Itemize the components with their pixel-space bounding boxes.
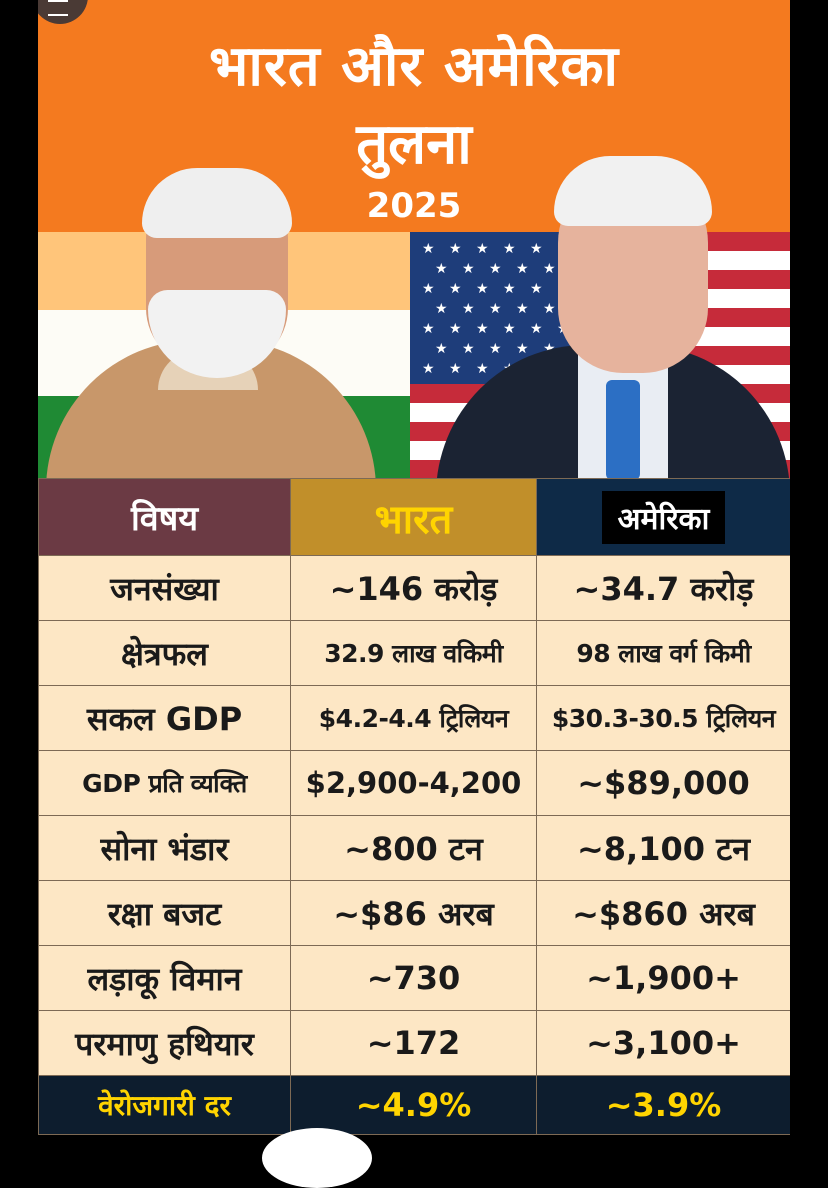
row-label: क्षेत्रफल [38,620,291,686]
star-icon: ★ [476,321,489,337]
year-label: 2025 [366,186,462,226]
star-icon: ★ [449,281,462,297]
star-icon: ★ [422,281,435,297]
star-icon: ★ [422,321,435,337]
menu-icon[interactable] [38,0,88,24]
india-value: ~730 [290,945,537,1011]
table-row: परमाणु हथियार ~172 ~3,100+ [38,1010,790,1076]
row-label: सकल GDP [38,685,291,751]
row-label: जनसंख्या [38,555,291,621]
star-icon: ★ [435,261,448,277]
india-value: $4.2-4.4 ट्रिलियन [290,685,537,751]
us-value: ~$89,000 [536,750,790,816]
india-value: ~146 करोड़ [290,555,537,621]
table-row: जनसंख्या ~146 करोड़ ~34.7 करोड़ [38,555,790,621]
table-row: सोना भंडार ~800 टन ~8,100 टन [38,815,790,881]
star-icon: ★ [422,241,435,257]
row-label: रक्षा बजट [38,880,291,946]
row-label: GDP प्रति व्यक्ति [38,750,291,816]
star-icon: ★ [435,301,448,317]
star-icon: ★ [462,341,475,357]
star-icon: ★ [503,321,516,337]
india-value: ~$86 अरब [290,880,537,946]
india-value: $2,900-4,200 [290,750,537,816]
star-icon: ★ [530,281,543,297]
title-line1: भारत और अमेरिका [208,34,620,99]
table-row: GDP प्रति व्यक्ति $2,900-4,200 ~$89,000 [38,750,790,816]
star-icon: ★ [449,361,462,377]
table-row: रक्षा बजट ~$86 अरब ~$860 अरब [38,880,790,946]
bottom-overlay [262,1128,372,1188]
table-row: लड़ाकू विमान ~730 ~1,900+ [38,945,790,1011]
us-value: $30.3-30.5 ट्रिलियन [536,685,790,751]
header-subject: विषय [38,478,291,556]
star-icon: ★ [516,301,529,317]
star-icon: ★ [516,341,529,357]
star-icon: ★ [435,341,448,357]
row-label: लड़ाकू विमान [38,945,291,1011]
star-icon: ★ [543,301,556,317]
star-icon: ★ [503,241,516,257]
star-icon: ★ [462,301,475,317]
row-label: वेरोजगारी दर [38,1075,291,1135]
india-value: ~800 टन [290,815,537,881]
star-icon: ★ [422,361,435,377]
header-us: अमेरिका [536,478,790,556]
us-value: ~3,100+ [536,1010,790,1076]
star-icon: ★ [530,241,543,257]
us-value: ~8,100 टन [536,815,790,881]
table-row-highlight: वेरोजगारी दर ~4.9% ~3.9% [38,1075,790,1135]
us-value: 98 लाख वर्ग किमी [536,620,790,686]
star-icon: ★ [543,261,556,277]
us-value: ~3.9% [536,1075,790,1135]
table-row: सकल GDP $4.2-4.4 ट्रिलियन $30.3-30.5 ट्र… [38,685,790,751]
star-icon: ★ [489,261,502,277]
us-value: ~1,900+ [536,945,790,1011]
star-icon: ★ [476,241,489,257]
india-value: ~172 [290,1010,537,1076]
infographic: भारत और अमेरिका तुलना ★ ★ ★ ★ ★ ★ ★ ★ ★ ★ ★ ★ ★ ★ ★ ★ ★ ★… [38,0,790,1142]
us-value: ~34.7 करोड़ [536,555,790,621]
star-icon: ★ [462,261,475,277]
star-icon: ★ [476,361,489,377]
star-icon: ★ [489,301,502,317]
star-icon: ★ [516,261,529,277]
india-value: 32.9 लाख वकिमी [290,620,537,686]
row-label: परमाणु हथियार [38,1010,291,1076]
us-value: ~$860 अरब [536,880,790,946]
header-india: भारत [290,478,537,556]
row-label: सोना भंडार [38,815,291,881]
comparison-table: विषय भारत अमेरिका जनसंख्या ~146 करोड़ ~3… [38,478,790,1135]
star-icon: ★ [489,341,502,357]
star-icon: ★ [449,321,462,337]
star-icon: ★ [449,241,462,257]
india-value: ~4.9% [290,1075,537,1135]
table-row: क्षेत्रफल 32.9 लाख वकिमी 98 लाख वर्ग किम… [38,620,790,686]
star-icon: ★ [503,281,516,297]
title-line2: तुलना [356,112,472,177]
star-icon: ★ [530,321,543,337]
star-icon: ★ [476,281,489,297]
